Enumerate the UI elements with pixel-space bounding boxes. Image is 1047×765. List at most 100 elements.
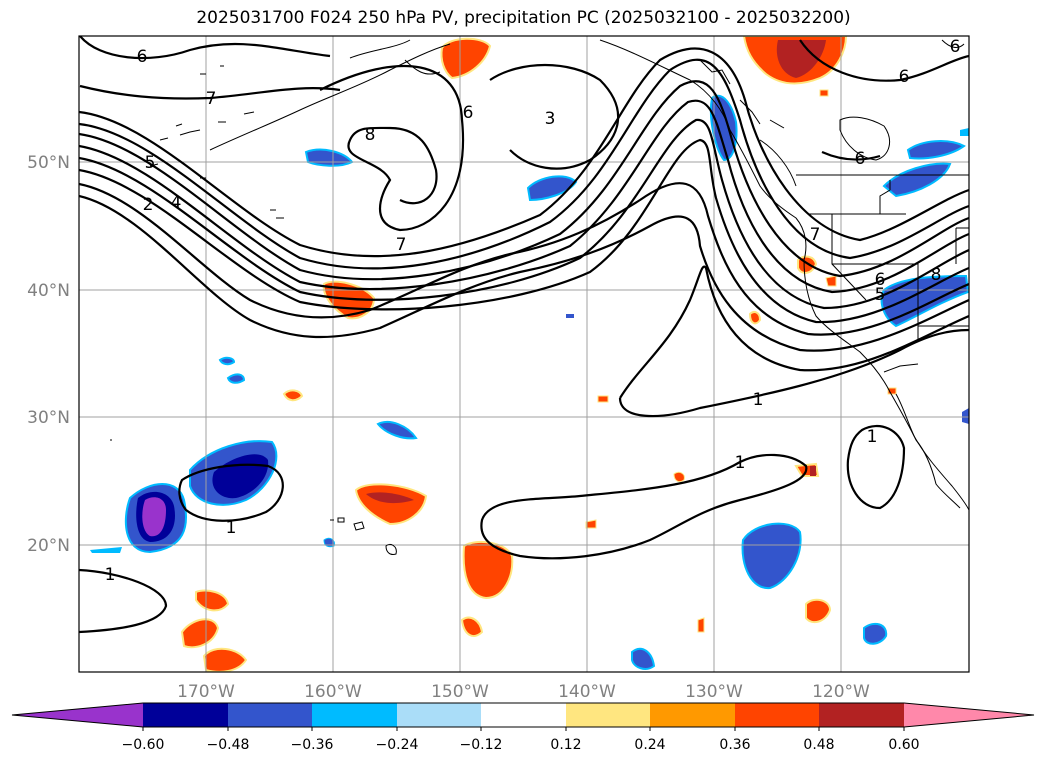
lat-label: 40°N <box>27 281 70 301</box>
precip-blob <box>748 311 762 325</box>
contour-label: 6 <box>463 103 474 123</box>
contour-line <box>79 36 331 60</box>
precip-blob <box>906 140 966 160</box>
colorbar-tick-label: −0.24 <box>376 737 419 753</box>
colorbar-tick-label: 0.12 <box>550 737 581 753</box>
colorbar-extend-right <box>904 703 1034 727</box>
colorbar-tick-label: 0.24 <box>634 737 665 753</box>
coastline-hawaii <box>330 517 365 531</box>
map-frame <box>78 35 970 673</box>
contour-label: 6 <box>137 47 148 67</box>
border-state <box>832 263 969 340</box>
lat-label: 30°N <box>27 408 70 428</box>
precip-blob <box>673 471 685 483</box>
precip-blob <box>282 389 304 402</box>
precip-blob <box>180 618 220 649</box>
contour-label: 1 <box>753 390 764 410</box>
precip-blob <box>597 395 609 403</box>
lon-labels: 170°W 160°W 150°W 140°W 130°W 120°W <box>177 682 870 702</box>
contour-line-high <box>319 64 465 232</box>
contour-label: 5 <box>145 153 156 173</box>
precip-blob <box>376 420 418 440</box>
contour-label: 5 <box>875 285 886 305</box>
precip-blob <box>218 356 236 366</box>
contour-line-low <box>79 568 168 634</box>
precip-blob <box>962 408 969 424</box>
contour-label: 6 <box>950 37 961 57</box>
colorbar-bin <box>397 703 481 727</box>
colorbar-tick-label: −0.60 <box>122 737 165 753</box>
precip-blob <box>776 40 826 78</box>
colorbar-bin <box>650 703 735 727</box>
colorbar-tick-label: 0.36 <box>719 737 750 753</box>
lon-label: 150°W <box>431 682 489 702</box>
precip-blob <box>741 522 802 590</box>
contour-label: 6 <box>875 270 886 290</box>
coastline-vancouver <box>759 119 797 187</box>
precip-blob <box>585 519 597 529</box>
coastline-hawaii <box>385 543 397 555</box>
colorbar-bin <box>481 703 566 727</box>
coastline-islands <box>110 65 224 441</box>
colorbar: −0.60 −0.48 −0.36 −0.24 −0.12 0.12 0.24 … <box>11 702 1035 753</box>
contour-label: 7 <box>810 225 821 245</box>
colorbar-tick-labels: −0.60 −0.48 −0.36 −0.24 −0.12 0.12 0.24 … <box>122 737 920 753</box>
contour-line-low <box>178 463 284 522</box>
lon-label: 120°W <box>812 682 870 702</box>
precip-blob <box>566 314 574 318</box>
contour-label: 8 <box>931 265 942 285</box>
border-state <box>955 227 969 264</box>
contour-label: 1 <box>226 518 237 538</box>
precip-blob <box>366 492 414 504</box>
contour-line <box>799 39 969 82</box>
colorbar-bin <box>143 703 228 727</box>
contour-label: 6 <box>855 149 866 169</box>
contour-line-low <box>846 424 906 510</box>
contour-label: 8 <box>365 125 376 145</box>
contour-label: 1 <box>105 565 116 585</box>
contour-label: 1 <box>867 427 878 447</box>
precip-blob <box>960 128 969 136</box>
contour-line <box>821 150 881 161</box>
contour-line <box>79 84 341 100</box>
contour-label: 1 <box>735 453 746 473</box>
colorbar-tick-label: −0.48 <box>207 737 250 753</box>
borders <box>796 174 969 373</box>
contour-line <box>489 63 620 170</box>
contour-line <box>79 118 969 310</box>
contour-labels: 6 7 5 2 4 8 6 3 7 6 6 6 7 5 6 8 1 1 1 1 … <box>105 37 961 585</box>
coastline-lake <box>839 116 891 161</box>
contour-line <box>79 47 969 258</box>
contour-label: 6 <box>899 67 910 87</box>
contour-line <box>79 138 969 324</box>
colorbar-extend-left <box>12 703 143 727</box>
map-title: 2025031700 F024 250 hPa PV, precipitatio… <box>196 8 851 28</box>
border-state <box>879 180 906 215</box>
precip-blob <box>882 162 952 198</box>
lat-label: 50°N <box>27 153 70 173</box>
contour-line <box>618 328 969 418</box>
precip-blob <box>825 275 837 287</box>
colorbar-tick-label: 0.48 <box>803 737 834 753</box>
contour-line <box>619 265 969 399</box>
colorbar-ticks <box>142 727 905 731</box>
lon-label: 140°W <box>558 682 616 702</box>
colorbar-tick-label: −0.36 <box>291 737 334 753</box>
contour-line <box>79 194 969 352</box>
colorbar-bin <box>228 703 312 727</box>
lat-label: 20°N <box>27 536 70 556</box>
coastline-baja <box>895 393 961 509</box>
contour-line <box>79 58 969 270</box>
contour-line <box>79 182 969 336</box>
contour-label: 2 <box>143 195 154 215</box>
precip-blob <box>805 598 832 624</box>
coastline <box>209 43 451 151</box>
gridlines <box>79 36 969 672</box>
coastlines <box>110 39 969 555</box>
lon-label: 130°W <box>685 682 743 702</box>
contour-label: 3 <box>545 109 556 129</box>
map-panel <box>79 36 969 672</box>
contour-label: 7 <box>396 235 407 255</box>
coastline <box>159 129 201 141</box>
